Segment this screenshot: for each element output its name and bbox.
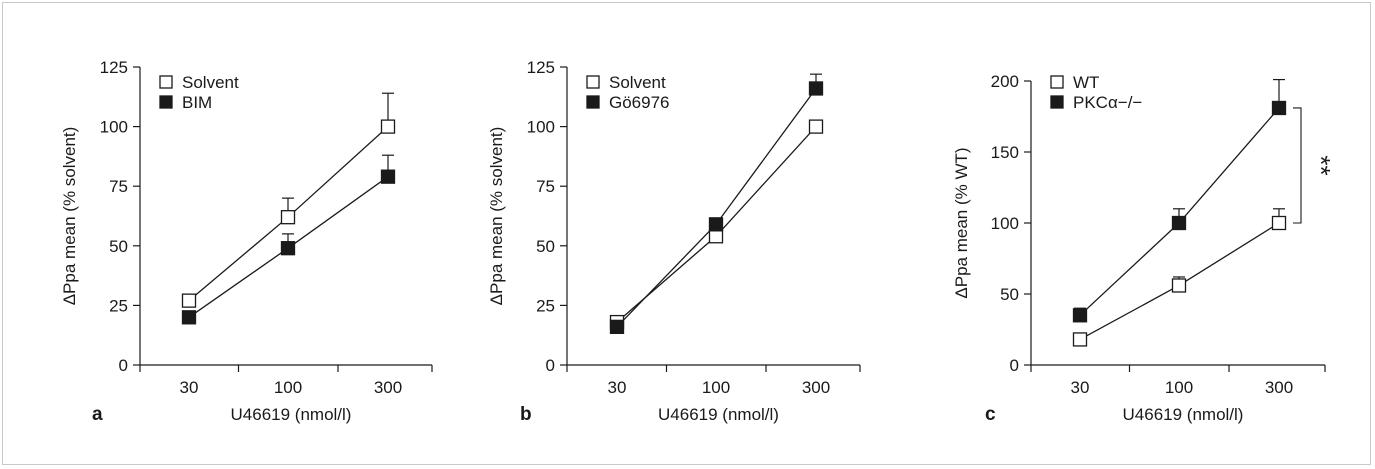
x-tick-label: 300 (802, 378, 830, 397)
data-point-filled (609, 319, 625, 335)
data-point-filled (181, 310, 197, 325)
chart-panel-a: 0 25 50 75 100 125 30 100 300 U46619 (nmol/l) ΔPpa… (60, 58, 433, 425)
x-axis-label: U46619 (nmol/l) (231, 405, 352, 424)
legend-swatch (1050, 95, 1064, 109)
data-point-open (181, 293, 197, 308)
y-tick-label: 25 (109, 296, 128, 315)
data-point-filled (380, 169, 396, 184)
legend-swatch (586, 75, 600, 89)
y-axis-label: ΔPpa mean (% solvent) (487, 127, 506, 306)
significance-bracket (1293, 107, 1302, 224)
y-tick-label: 25 (536, 296, 555, 315)
data-point-open (1171, 278, 1187, 293)
data-point-filled (280, 241, 296, 256)
y-tick-label: 0 (546, 356, 555, 375)
series-line-1 (616, 88, 817, 328)
x-tick-label: 30 (180, 378, 199, 397)
y-tick-label: 125 (100, 58, 128, 77)
x-tick-label: 300 (1265, 378, 1293, 397)
data-point-filled (808, 81, 824, 96)
data-point-filled (1171, 215, 1187, 231)
y-tick-label: 150 (991, 143, 1019, 162)
legend-label: Gö6976 (609, 93, 670, 112)
x-tick-label: 100 (274, 378, 302, 397)
legend-label: BIM (182, 93, 212, 112)
y-tick-label: 100 (527, 118, 555, 137)
legend-label: WT (1073, 73, 1099, 92)
chart-panel-b: 0 25 50 75 100 125 30 100 300 U46619 (nmol/l) ΔPpa… (487, 58, 861, 425)
y-tick-label: 0 (119, 356, 128, 375)
x-tick-label: 100 (702, 378, 730, 397)
data-point-filled (1072, 308, 1088, 323)
data-point-open (708, 229, 724, 244)
y-tick-label: 50 (1000, 285, 1019, 304)
y-axis-label: ΔPpa mean (% solvent) (60, 127, 79, 306)
y-tick-label: 50 (109, 237, 128, 256)
y-tick-label: 75 (536, 177, 555, 196)
significance-stars: ** (1306, 155, 1336, 175)
data-point-open (808, 119, 824, 134)
panel-letter: c (985, 404, 996, 425)
legend-label: Solvent (182, 73, 239, 92)
panel-letter: a (92, 404, 103, 425)
y-tick-label: 100 (991, 214, 1019, 233)
legend-label: Solvent (609, 73, 666, 92)
x-tick-label: 30 (608, 378, 627, 397)
x-tick-label: 300 (374, 378, 402, 397)
y-tick-label: 200 (991, 72, 1019, 91)
data-point-open (1271, 215, 1287, 231)
legend-swatch (1050, 75, 1064, 89)
y-tick-label: 125 (527, 58, 555, 77)
y-tick-label: 50 (536, 237, 555, 256)
legend-swatch (159, 95, 173, 109)
data-point-open (1072, 332, 1088, 347)
x-axis-label: U46619 (nmol/l) (1123, 405, 1244, 424)
data-point-open (280, 210, 296, 225)
data-point-filled (708, 217, 724, 232)
x-tick-label: 100 (1165, 378, 1193, 397)
data-point-open (380, 119, 396, 134)
chart-panel-c: 0 50 100 150 200 30 100 300 U46619 (nmol/l) ΔPpa … (952, 72, 1336, 425)
y-tick-label: 100 (100, 118, 128, 137)
legend-swatch (586, 95, 600, 109)
data-point-filled (1271, 100, 1287, 116)
y-tick-label: 75 (109, 177, 128, 196)
y-axis-label: ΔPpa mean (% WT) (952, 147, 971, 298)
legend-label: PKCα−/− (1073, 93, 1142, 112)
x-tick-label: 30 (1071, 378, 1090, 397)
legend-swatch (159, 75, 173, 89)
panel-letter: b (520, 404, 532, 425)
x-axis-label: U46619 (nmol/l) (658, 405, 779, 424)
y-tick-label: 0 (1010, 356, 1019, 375)
